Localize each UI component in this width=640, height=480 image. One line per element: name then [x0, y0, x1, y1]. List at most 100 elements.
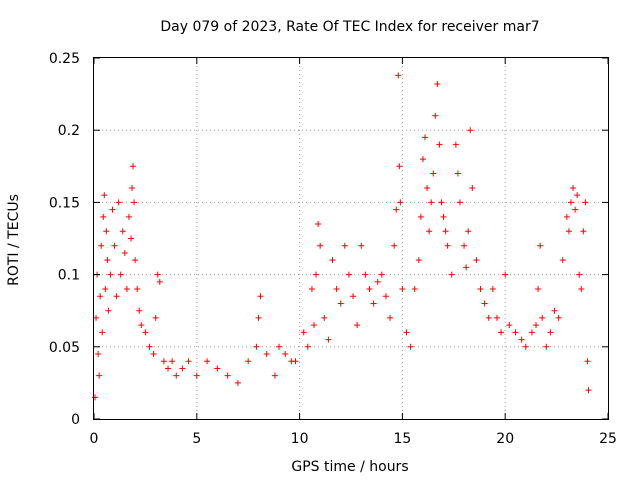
data-point [131, 199, 138, 206]
data-point [537, 242, 544, 249]
chart-title: Day 079 of 2023, Rate Of TEC Index for r… [160, 19, 539, 35]
data-point [422, 134, 429, 141]
data-point [485, 314, 492, 321]
data-point [96, 372, 103, 379]
data-point [395, 72, 402, 79]
data-point [245, 358, 252, 365]
data-point [101, 192, 108, 199]
data-point [454, 170, 461, 177]
data-point [463, 264, 470, 271]
data-point [105, 307, 112, 314]
data-point [152, 314, 159, 321]
data-point [387, 314, 394, 321]
data-point [321, 314, 328, 321]
data-point [570, 184, 577, 191]
y-tick-label: 0 [71, 412, 80, 428]
data-point [104, 257, 111, 264]
data-point [185, 358, 192, 365]
data-point [502, 271, 509, 278]
data-point [154, 271, 161, 278]
y-axis-title: ROTI / TECUs [6, 194, 22, 286]
data-point [533, 322, 540, 329]
data-point [146, 343, 153, 350]
data-point [100, 213, 107, 220]
data-point [169, 358, 176, 365]
data-point [292, 358, 299, 365]
x-tick-label: 20 [496, 431, 514, 447]
data-point [165, 365, 172, 372]
data-point [574, 192, 581, 199]
data-point [393, 206, 400, 213]
data-point [333, 286, 340, 293]
y-tick-label: 0.15 [49, 195, 80, 211]
data-point [111, 242, 118, 249]
data-point [547, 329, 554, 336]
data-point [512, 329, 519, 336]
data-point [271, 372, 278, 379]
data-point [465, 228, 472, 235]
x-axis-title: GPS time / hours [291, 459, 408, 475]
data-point [426, 228, 433, 235]
data-point [424, 184, 431, 191]
data-point [584, 358, 591, 365]
data-point [419, 156, 426, 163]
data-point [417, 213, 424, 220]
data-point [142, 329, 149, 336]
data-point [473, 257, 480, 264]
data-point [315, 221, 322, 228]
data-point [304, 343, 311, 350]
data-point [134, 286, 141, 293]
data-point [337, 300, 344, 307]
data-point [374, 278, 381, 285]
data-point [585, 387, 592, 394]
data-point [214, 365, 221, 372]
data-point [578, 286, 585, 293]
data-point [506, 322, 513, 329]
data-point [136, 307, 143, 314]
data-point [444, 242, 451, 249]
x-tick-label: 0 [90, 431, 99, 447]
data-point [399, 286, 406, 293]
data-point [313, 271, 320, 278]
data-point [456, 199, 463, 206]
data-point [103, 228, 110, 235]
data-point [99, 329, 106, 336]
data-point [350, 293, 357, 300]
data-point [123, 286, 130, 293]
x-tick-label: 10 [291, 431, 309, 447]
data-point [300, 329, 307, 336]
data-point [555, 314, 562, 321]
data-point [518, 336, 525, 343]
data-point [234, 379, 241, 386]
data-point [535, 286, 542, 293]
data-point [452, 141, 459, 148]
data-point [551, 307, 558, 314]
data-point [391, 242, 398, 249]
y-tick-label: 0.05 [49, 340, 80, 356]
data-point [370, 300, 377, 307]
data-point [317, 242, 324, 249]
data-point [138, 322, 145, 329]
data-point [113, 293, 120, 300]
data-point [461, 242, 468, 249]
data-point [179, 365, 186, 372]
data-point [397, 199, 404, 206]
axis-ticks: 0 5 10 15 20 25 0 0.05 0.1 0.15 0.2 0.25 [49, 51, 617, 447]
x-tick-label: 5 [192, 431, 201, 447]
data-point [572, 206, 579, 213]
data-point [107, 271, 114, 278]
data-point [345, 271, 352, 278]
data-point [411, 286, 418, 293]
data-point [442, 228, 449, 235]
data-point [329, 257, 336, 264]
data-point [448, 271, 455, 278]
data-point [130, 163, 137, 170]
data-point [582, 199, 589, 206]
data-point [102, 286, 109, 293]
data-point [193, 372, 200, 379]
data-point [567, 199, 574, 206]
y-tick-label: 0.2 [58, 123, 80, 139]
data-point [115, 199, 122, 206]
data-point [362, 271, 369, 278]
data-point [354, 322, 361, 329]
